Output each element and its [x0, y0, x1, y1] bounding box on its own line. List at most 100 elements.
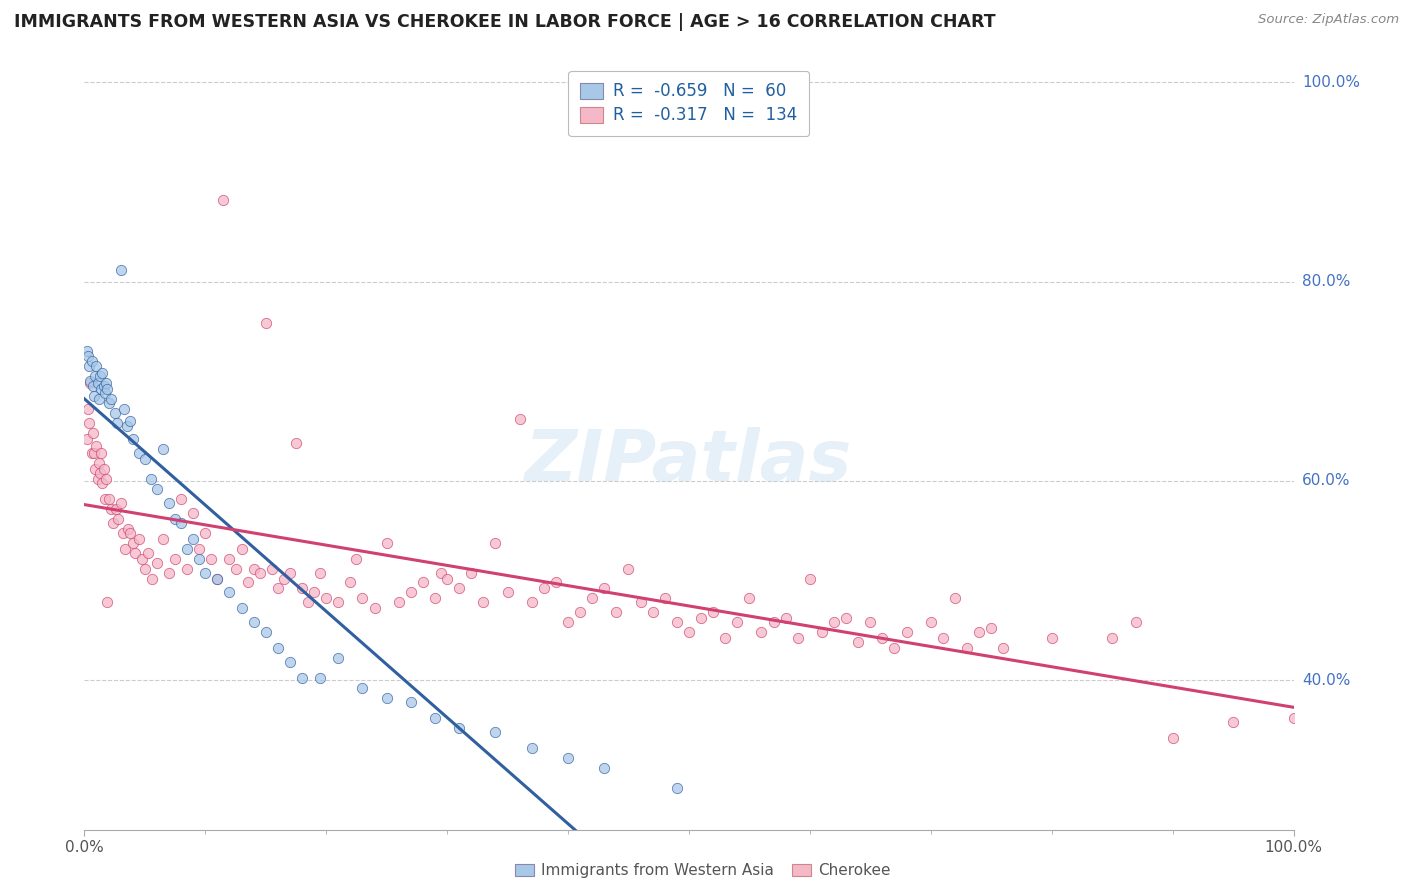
Point [799, 572, 821, 586]
Point [231, 601, 253, 615]
Point [79, 376, 101, 391]
Point [786, 632, 808, 646]
Point [141, 572, 163, 586]
Point [328, 651, 350, 665]
Text: Source: ZipAtlas.com: Source: ZipAtlas.com [1258, 13, 1399, 27]
Point [1161, 731, 1184, 745]
Text: 60.0%: 60.0% [1302, 474, 1350, 488]
Point [835, 611, 858, 625]
Point [90, 382, 112, 396]
Point [932, 632, 955, 646]
Point [194, 566, 217, 580]
Point [449, 721, 471, 735]
Point [83, 389, 105, 403]
Point [690, 611, 713, 625]
Point [231, 541, 253, 556]
Point [110, 496, 132, 510]
Point [725, 615, 748, 630]
Point [120, 525, 142, 540]
Point [225, 561, 247, 575]
Point [212, 193, 235, 207]
Point [617, 561, 640, 575]
Point [77, 402, 100, 417]
Point [181, 506, 204, 520]
Point [920, 615, 942, 630]
Point [302, 585, 325, 599]
Point [291, 582, 314, 596]
Point [1282, 711, 1305, 725]
Point [128, 532, 150, 546]
Point [139, 472, 162, 486]
Point [520, 595, 543, 609]
Point [1222, 714, 1244, 729]
Point [96, 595, 118, 609]
Point [176, 561, 198, 575]
Point [665, 615, 688, 630]
Point [762, 615, 785, 630]
Text: ZIPatlas: ZIPatlas [526, 427, 852, 496]
Point [399, 585, 422, 599]
Point [309, 566, 332, 580]
Text: 40.0%: 40.0% [1302, 673, 1350, 688]
Point [121, 535, 143, 549]
Point [96, 382, 118, 396]
Point [80, 446, 103, 460]
Point [76, 432, 98, 446]
Point [436, 572, 458, 586]
Point [665, 780, 688, 795]
Point [449, 582, 471, 596]
Point [738, 591, 761, 606]
Point [557, 615, 579, 630]
Point [165, 551, 187, 566]
Point [309, 671, 332, 685]
Point [218, 551, 240, 566]
Point [188, 551, 211, 566]
Point [352, 591, 374, 606]
Point [176, 541, 198, 556]
Point [94, 386, 117, 401]
Point [593, 761, 616, 775]
Point [157, 566, 180, 580]
Point [82, 425, 104, 440]
Point [86, 376, 108, 391]
Legend: Immigrants from Western Asia, Cherokee: Immigrants from Western Asia, Cherokee [509, 857, 897, 884]
Point [544, 575, 567, 590]
Point [254, 625, 277, 640]
Point [207, 572, 229, 586]
Point [509, 412, 531, 426]
Point [714, 632, 737, 646]
Point [107, 512, 129, 526]
Point [86, 472, 108, 486]
Point [188, 541, 211, 556]
Point [100, 392, 122, 407]
Point [846, 635, 869, 649]
Point [388, 595, 411, 609]
Point [315, 591, 337, 606]
Point [267, 582, 290, 596]
Point [207, 572, 229, 586]
Point [328, 595, 350, 609]
Point [260, 561, 283, 575]
Point [1125, 615, 1147, 630]
Point [157, 496, 180, 510]
Point [103, 516, 125, 530]
Point [859, 615, 882, 630]
Point [86, 359, 108, 374]
Point [100, 501, 122, 516]
Point [84, 369, 107, 384]
Point [967, 625, 990, 640]
Point [630, 595, 652, 609]
Point [236, 575, 259, 590]
Point [131, 551, 153, 566]
Point [460, 566, 482, 580]
Point [423, 711, 446, 725]
Point [702, 606, 724, 620]
Point [91, 475, 114, 490]
Point [267, 641, 290, 656]
Point [375, 535, 398, 549]
Point [484, 535, 506, 549]
Point [254, 317, 277, 331]
Point [120, 414, 142, 428]
Point [593, 582, 616, 596]
Point [1101, 632, 1123, 646]
